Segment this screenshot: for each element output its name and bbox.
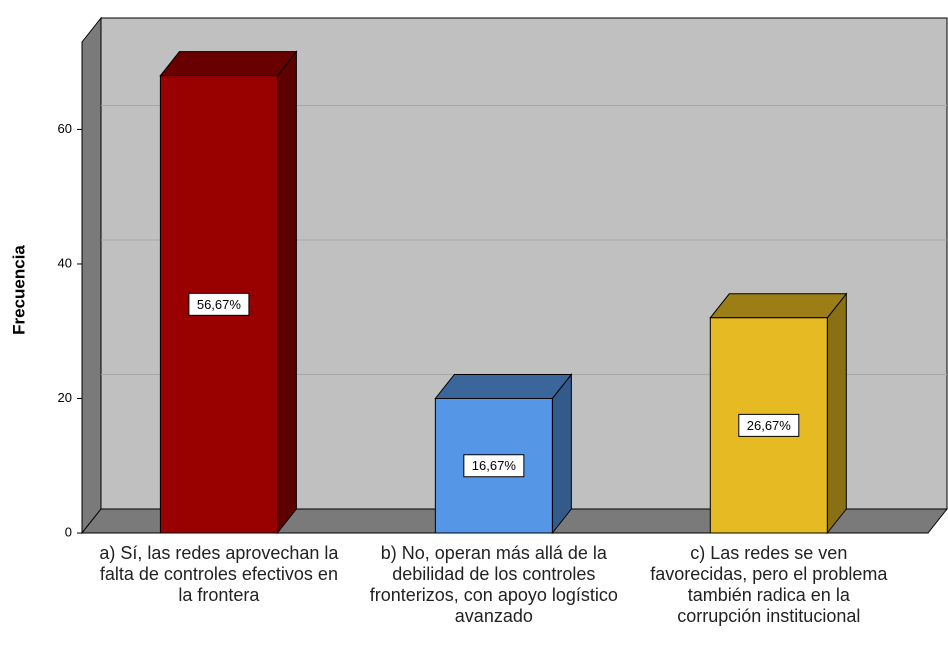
value-label-box: [188, 292, 250, 316]
value-label: 26,67%: [747, 418, 792, 433]
left-wall: [81, 16, 102, 535]
y-tick-label: 60: [58, 121, 72, 136]
value-label: 56,67%: [197, 297, 242, 312]
x-tick-label: c) Las redes se ven favorecidas, pero el…: [650, 543, 888, 626]
y-axis-label: Frecuencia: [9, 245, 28, 335]
y-tick-label: 40: [58, 255, 72, 270]
bar-side: [826, 292, 847, 535]
value-label-box: [463, 454, 525, 478]
bar-side: [551, 373, 572, 535]
bar-top: [159, 51, 298, 77]
x-tick-label: b) No, operan más allá de la debilidad d…: [369, 543, 618, 626]
x-tick-label: a) Sí, las redes aprovechan la falta de …: [99, 543, 339, 605]
bar-top: [434, 373, 573, 399]
value-label: 16,67%: [472, 458, 517, 473]
y-tick-label: 20: [58, 390, 72, 405]
value-label-box: [738, 413, 800, 437]
y-tick-label: 0: [65, 524, 72, 539]
bar-side: [276, 50, 297, 535]
bar-top: [709, 293, 848, 319]
